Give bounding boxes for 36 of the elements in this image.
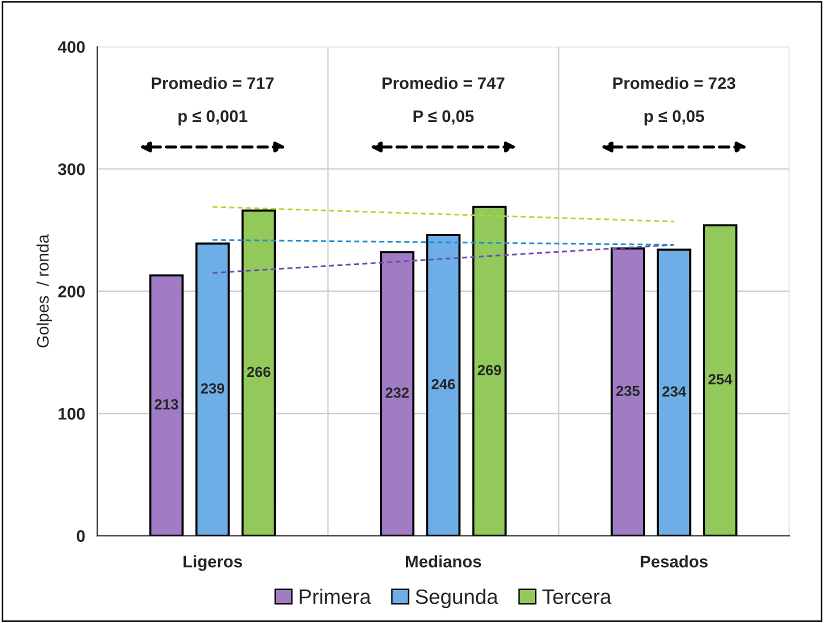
y-tick-label: 0 — [76, 530, 85, 542]
x-tick-label: Pesados — [640, 555, 708, 568]
data-label: 235 — [616, 386, 640, 396]
y-tick-label: 300 — [58, 163, 85, 176]
y-tick-label: 100 — [58, 408, 85, 420]
legend-label: Primera — [300, 588, 372, 604]
x-tick-label: Medianos — [406, 555, 482, 568]
bar — [426, 234, 461, 536]
annotation: P ≤ 0,05 — [414, 110, 474, 125]
bar — [702, 224, 738, 536]
data-label: 213 — [154, 399, 178, 410]
bar — [656, 248, 692, 536]
annotation: p ≤ 0,05 — [644, 110, 704, 126]
legend-label: Tercera — [542, 590, 612, 604]
data-label: 239 — [200, 383, 224, 394]
bar — [610, 247, 646, 536]
data-label: 234 — [662, 386, 686, 397]
bar — [242, 210, 276, 536]
data-label: 269 — [478, 364, 502, 376]
data-label: 246 — [432, 378, 455, 390]
bar — [149, 274, 184, 536]
y-axis-title: Golpes / ronda — [36, 234, 52, 348]
annotation: Promedio = 747 — [382, 76, 504, 90]
bar — [380, 251, 414, 536]
bar — [472, 206, 507, 536]
y-tick-label: 200 — [58, 286, 85, 298]
annotation: Promedio = 717 — [152, 76, 274, 90]
bar — [195, 242, 230, 536]
annotation: p ≤ 0,001 — [178, 110, 248, 126]
data-label: 266 — [247, 366, 270, 378]
x-tick-label: Ligeros — [184, 555, 242, 571]
y-tick-label: 400 — [58, 41, 85, 53]
data-label: 232 — [386, 388, 409, 398]
data-label: 254 — [708, 374, 732, 384]
annotation: Promedio = 723 — [613, 76, 736, 90]
legend-label: Segunda — [416, 588, 498, 608]
